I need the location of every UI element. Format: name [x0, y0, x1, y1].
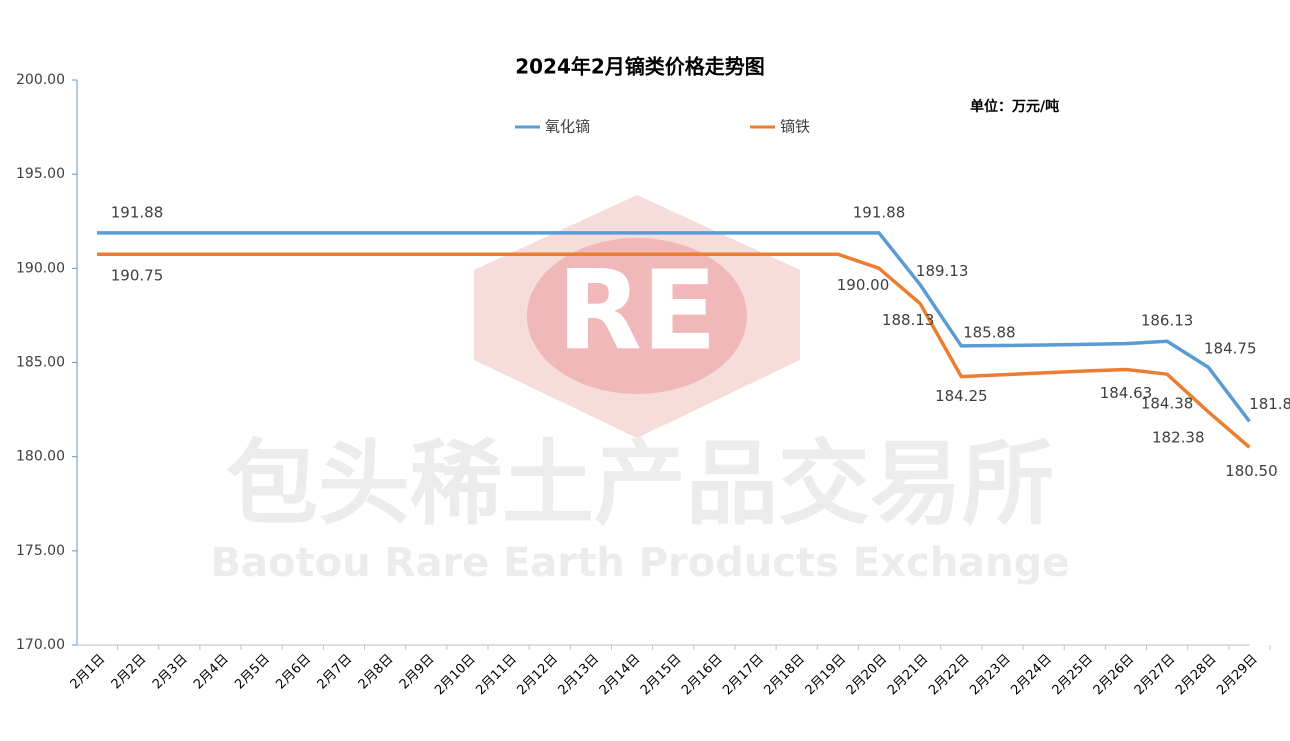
data-point [1001, 373, 1004, 376]
data-point [836, 253, 839, 256]
data-point [960, 375, 963, 378]
watermark: RE 包头稀土产品交易所 Baotou Rare Earth Products … [211, 195, 1070, 586]
data-point [1083, 369, 1086, 372]
data-point [1124, 368, 1127, 371]
data-label: 191.88 [111, 203, 164, 221]
y-tick-label: 185.00 [16, 355, 65, 371]
data-point [219, 253, 222, 256]
data-point [507, 231, 510, 234]
data-point [507, 253, 510, 256]
data-point [1248, 446, 1251, 449]
data-point [1124, 342, 1127, 345]
data-point [384, 231, 387, 234]
y-tick-label: 170.00 [16, 637, 65, 653]
data-point [548, 231, 551, 234]
data-point [589, 231, 592, 234]
data-label: 190.75 [111, 267, 164, 285]
data-point [137, 253, 140, 256]
data-label: 184.75 [1204, 340, 1257, 358]
data-point [96, 253, 99, 256]
data-point [713, 231, 716, 234]
data-point [1042, 343, 1045, 346]
unit-label: 单位：万元/吨 [970, 98, 1059, 115]
data-label: 180.50 [1225, 462, 1278, 480]
data-point [384, 253, 387, 256]
data-point [631, 253, 634, 256]
data-label: 190.00 [837, 276, 890, 294]
data-point [836, 231, 839, 234]
data-point [1248, 420, 1251, 423]
data-point [1042, 371, 1045, 374]
y-tick-label: 175.00 [16, 543, 65, 559]
data-point [1083, 343, 1086, 346]
data-point [137, 231, 140, 234]
y-tick-label: 190.00 [16, 260, 65, 276]
data-label: 189.13 [916, 262, 969, 280]
data-point [795, 231, 798, 234]
data-point [878, 231, 881, 234]
data-label: 188.13 [882, 311, 935, 329]
data-point [342, 231, 345, 234]
data-point [219, 231, 222, 234]
data-point [425, 253, 428, 256]
data-label: 184.38 [1141, 395, 1194, 413]
data-point [466, 253, 469, 256]
data-point [631, 231, 634, 234]
chart-title: 2024年2月镝类价格走势图 [515, 55, 765, 79]
data-point [178, 231, 181, 234]
data-point [919, 283, 922, 286]
data-point [260, 231, 263, 234]
data-point [713, 253, 716, 256]
data-point [589, 253, 592, 256]
data-label: 181.88 [1249, 395, 1290, 413]
data-point [260, 253, 263, 256]
data-point [548, 253, 551, 256]
data-label: 186.13 [1141, 312, 1194, 330]
y-tick-label: 200.00 [16, 72, 65, 88]
data-point [795, 253, 798, 256]
data-point [878, 267, 881, 270]
data-point [672, 231, 675, 234]
data-point [1207, 366, 1210, 369]
series-line [97, 231, 1251, 423]
data-point [919, 302, 922, 305]
series-line [97, 252, 1251, 449]
watermark-cn: 包头稀土产品交易所 [226, 430, 1054, 537]
data-point [466, 231, 469, 234]
y-tick-label: 195.00 [16, 166, 65, 182]
data-label: 184.63 [1100, 384, 1153, 402]
watermark-en: Baotou Rare Earth Products Exchange [211, 540, 1070, 586]
data-point [301, 231, 304, 234]
data-point [1166, 373, 1169, 376]
legend-label: 镝铁 [780, 118, 810, 136]
watermark-logo-ring [527, 238, 747, 394]
data-point [672, 253, 675, 256]
data-label: 182.38 [1152, 428, 1205, 446]
data-label: 184.25 [935, 387, 988, 405]
legend-label: 氧化镝 [545, 118, 590, 136]
data-point [425, 231, 428, 234]
data-point [754, 253, 757, 256]
data-point [1001, 344, 1004, 347]
data-point [960, 344, 963, 347]
data-point [178, 253, 181, 256]
data-point [301, 253, 304, 256]
data-point [1166, 340, 1169, 343]
data-point [754, 231, 757, 234]
data-point [96, 231, 99, 234]
data-label: 191.88 [853, 203, 906, 221]
y-tick-label: 180.00 [16, 449, 65, 465]
data-point [342, 253, 345, 256]
watermark-logo-text: RE [557, 246, 717, 374]
data-point [1207, 410, 1210, 413]
data-label: 185.88 [963, 323, 1016, 341]
